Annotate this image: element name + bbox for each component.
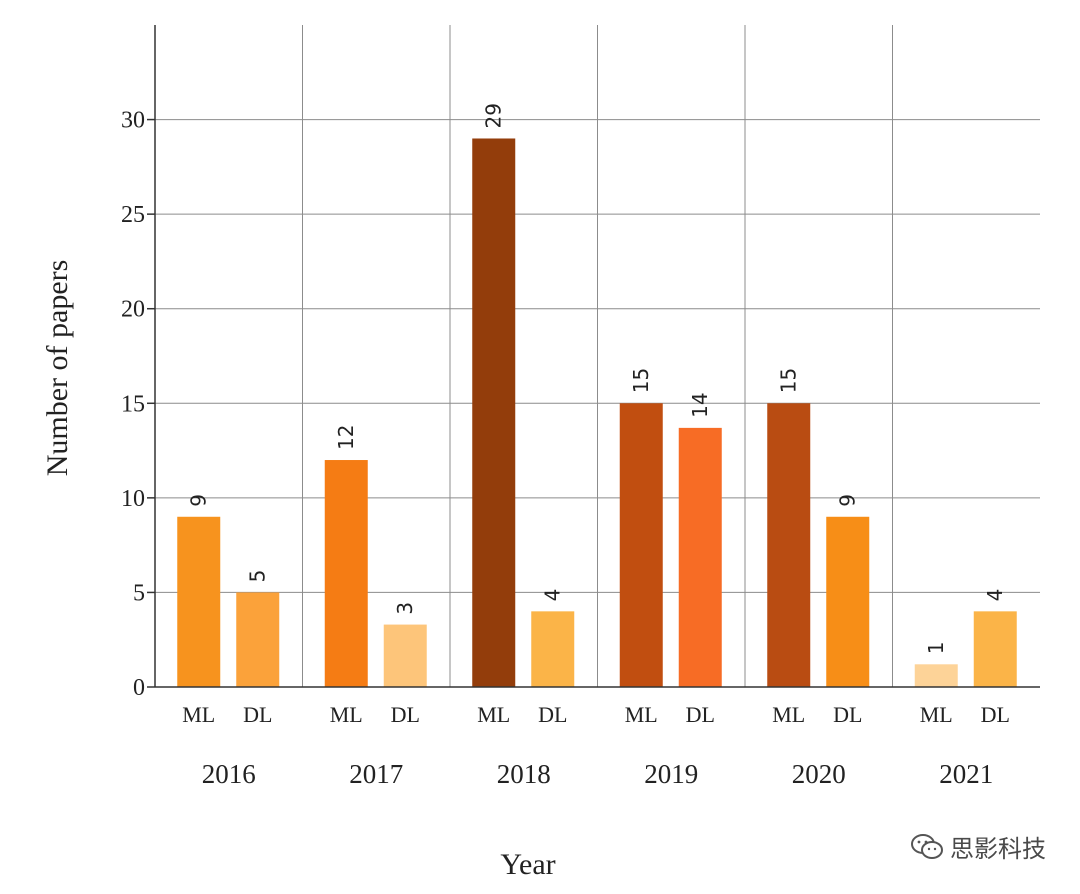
series-tick-label: DL xyxy=(981,702,1010,727)
bar-value-label: 15 xyxy=(777,368,801,393)
bar-value-label: 3 xyxy=(393,602,417,615)
bar-value-label: 14 xyxy=(688,392,712,417)
year-label: 2020 xyxy=(792,759,846,789)
x-axis-title: Year xyxy=(500,848,555,881)
y-axis-title: Number of papers xyxy=(41,260,74,477)
bar-value-label: 9 xyxy=(187,494,211,507)
y-tick-label: 5 xyxy=(133,580,145,606)
y-tick-label: 15 xyxy=(121,391,145,417)
bar-2021-dl xyxy=(973,611,1017,687)
year-label: 2019 xyxy=(644,759,698,789)
series-tick-label: DL xyxy=(243,702,272,727)
bar-2017-ml xyxy=(324,460,368,687)
y-tick-label: 30 xyxy=(121,108,145,134)
y-tick-label: 20 xyxy=(121,297,145,323)
year-label: 2018 xyxy=(497,759,551,789)
bar-value-label: 15 xyxy=(629,368,653,393)
bar-value-label: 5 xyxy=(246,570,270,583)
bar-value-label: 12 xyxy=(334,425,358,450)
y-tick-label: 10 xyxy=(121,486,145,512)
year-label: 2021 xyxy=(939,759,993,789)
bar-2018-dl xyxy=(531,611,575,687)
bar-2021-ml xyxy=(914,664,958,687)
series-tick-label: ML xyxy=(330,702,363,727)
bar-value-label: 4 xyxy=(541,589,565,602)
y-tick-label: 25 xyxy=(121,202,145,228)
bar-2017-dl xyxy=(383,624,427,687)
labels: 0 5 10 15 20 25 30 9 ML 5 DL 2016 12 ML 3 DL 2017 29 ML 4 DL… xyxy=(121,103,1010,789)
series-tick-label: ML xyxy=(772,702,805,727)
bar-value-label: 9 xyxy=(836,494,860,507)
series-tick-label: ML xyxy=(477,702,510,727)
bar-2019-ml xyxy=(619,403,663,687)
bar-value-label: 4 xyxy=(983,589,1007,602)
bar-2019-dl xyxy=(678,427,722,687)
series-tick-label: DL xyxy=(391,702,420,727)
grid xyxy=(155,25,1040,687)
bar-2016-ml xyxy=(177,516,221,687)
year-label: 2016 xyxy=(202,759,256,789)
watermark-text: 思影科技 xyxy=(950,835,1046,863)
bars xyxy=(177,138,1017,687)
series-tick-label: ML xyxy=(920,702,953,727)
bar-value-label: 1 xyxy=(924,642,948,655)
series-tick-label: DL xyxy=(833,702,862,727)
year-label: 2017 xyxy=(349,759,403,789)
series-tick-label: DL xyxy=(686,702,715,727)
bar-2020-ml xyxy=(767,403,811,687)
bar-2020-dl xyxy=(826,516,870,687)
axes xyxy=(147,25,1040,688)
series-tick-label: DL xyxy=(538,702,567,727)
series-tick-label: ML xyxy=(182,702,215,727)
bar-value-label: 29 xyxy=(482,103,506,128)
watermark: 思影科技 xyxy=(910,829,1046,864)
series-tick-label: ML xyxy=(625,702,658,727)
wechat-icon xyxy=(911,833,943,859)
y-tick-label: 0 xyxy=(133,675,145,701)
bar-2016-dl xyxy=(236,592,280,687)
bar-2018-ml xyxy=(472,138,516,687)
